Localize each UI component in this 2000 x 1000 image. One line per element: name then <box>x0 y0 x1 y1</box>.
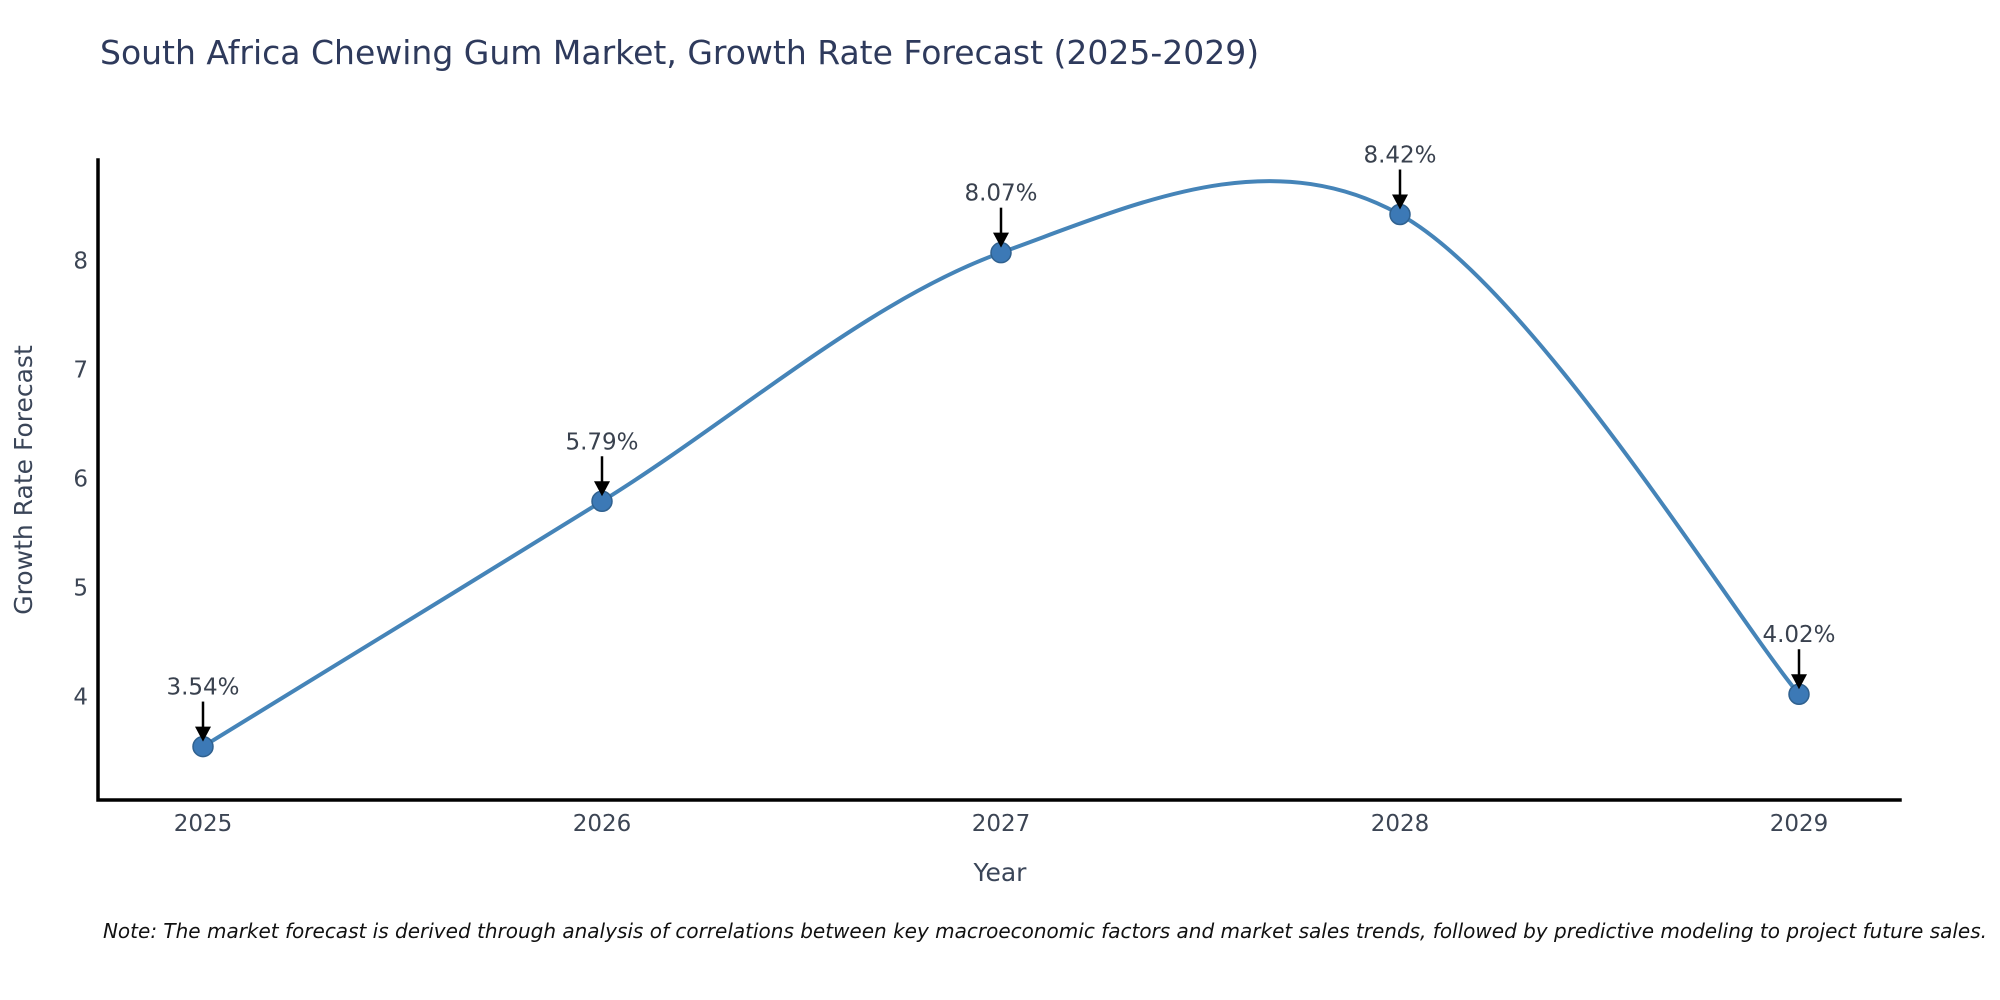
x-tick-label: 2025 <box>174 811 233 837</box>
line-series <box>192 179 1810 758</box>
series-line <box>201 179 1801 749</box>
x-tick-label: 2028 <box>1371 811 1430 837</box>
x-axis-label: Year <box>973 858 1028 887</box>
y-tick-label: 4 <box>73 684 88 710</box>
x-axis-ticks: 2025 2026 2027 2028 2029 <box>174 811 1829 837</box>
point-annotations: 3.54% 5.79% 8.07% 8.42% 4.02% <box>166 143 1836 742</box>
annotation-arrowhead-icon <box>195 726 211 742</box>
annotation-arrowhead-icon <box>1392 194 1408 210</box>
chart-title: South Africa Chewing Gum Market, Growth … <box>100 33 1259 72</box>
axis-lines <box>96 158 1902 802</box>
point-annotation-label: 3.54% <box>166 675 239 701</box>
point-annotation-label: 8.42% <box>1363 143 1436 169</box>
annotation-arrowhead-icon <box>594 481 610 497</box>
x-tick-label: 2029 <box>1770 811 1829 837</box>
point-annotation-label: 5.79% <box>565 429 638 455</box>
x-tick-label: 2027 <box>972 811 1031 837</box>
annotation-arrowhead-icon <box>1791 674 1807 690</box>
y-tick-label: 8 <box>73 248 88 274</box>
y-tick-label: 7 <box>73 357 88 383</box>
point-annotation-label: 8.07% <box>964 181 1037 207</box>
x-tick-label: 2026 <box>573 811 632 837</box>
y-axis-ticks: 4 5 6 7 8 <box>73 248 88 710</box>
y-tick-label: 5 <box>73 575 88 601</box>
y-axis-label: Growth Rate Forecast <box>9 345 38 615</box>
y-tick-label: 6 <box>73 466 88 492</box>
point-annotation-label: 4.02% <box>1762 622 1835 648</box>
footnote: Note: The market forecast is derived thr… <box>103 919 1987 943</box>
annotation-arrowhead-icon <box>993 232 1009 248</box>
